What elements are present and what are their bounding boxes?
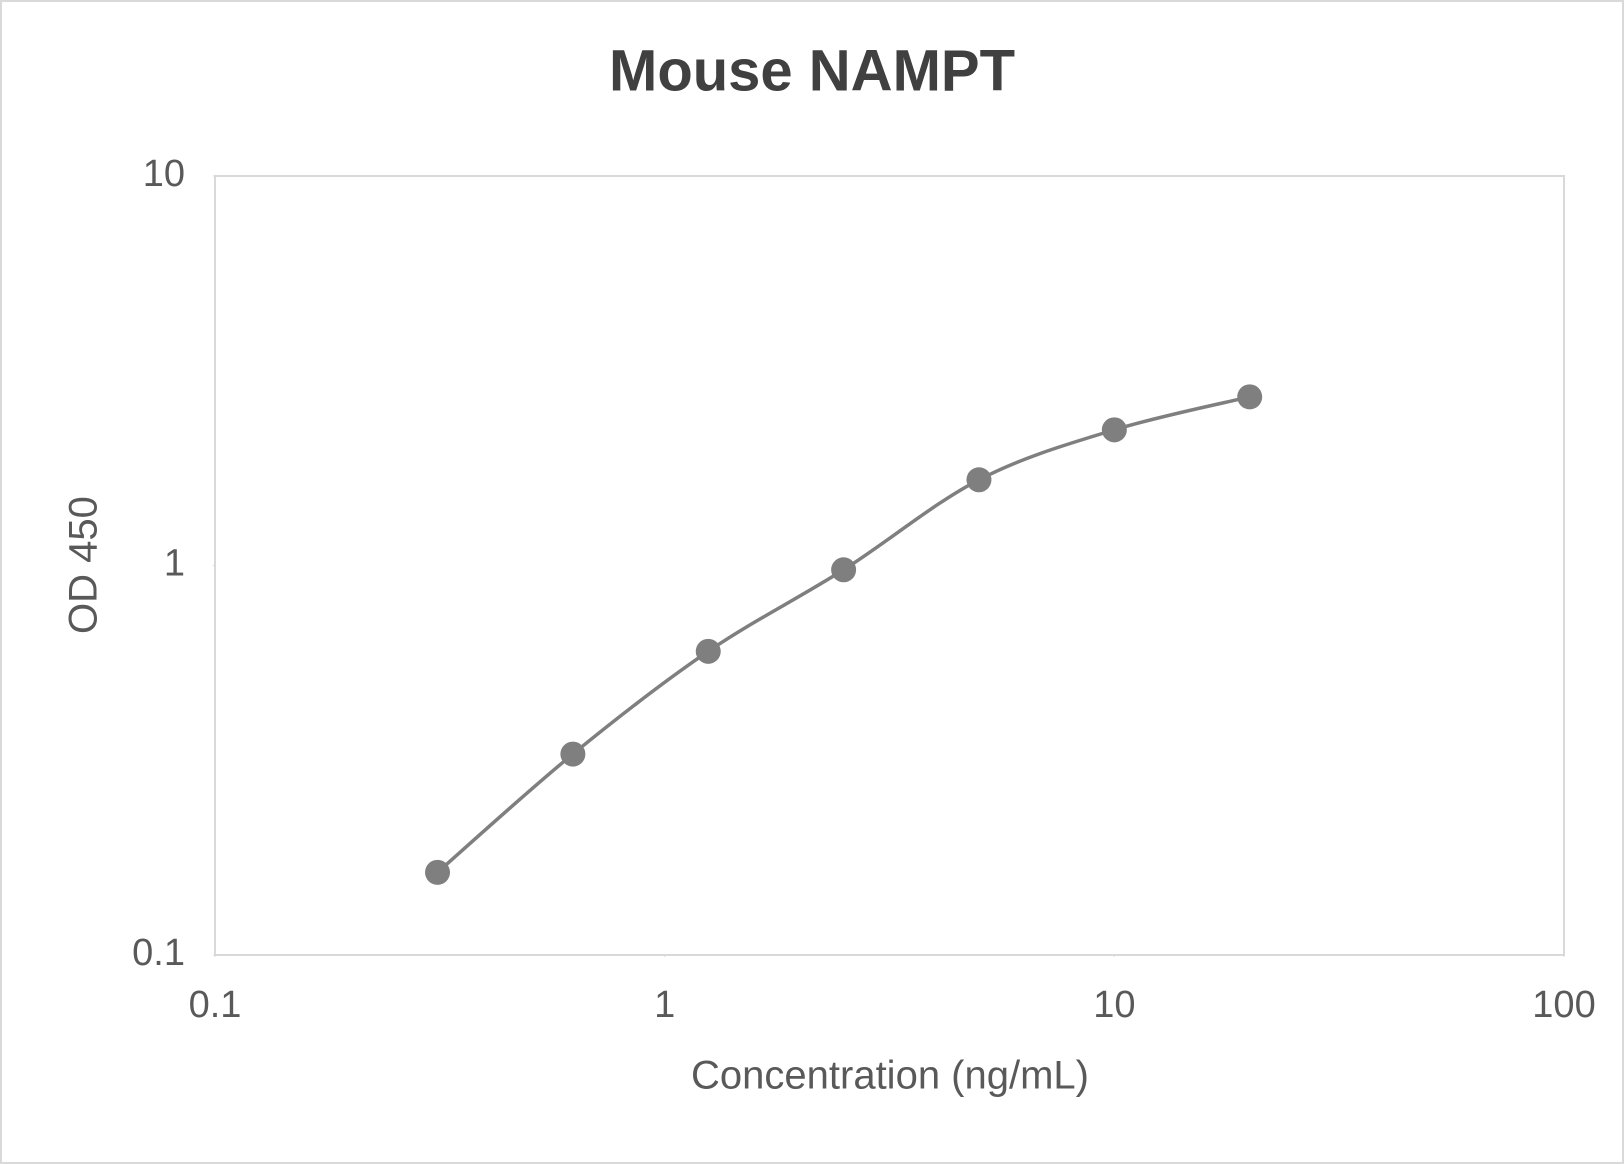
chart-title: Mouse NAMPT [609, 38, 1015, 103]
y-tick-label: 0.1 [132, 932, 185, 974]
x-axis-label: Concentration (ng/mL) [691, 1054, 1089, 1098]
x-tick-label: 1 [654, 984, 675, 1026]
data-point [560, 741, 586, 767]
data-point [1237, 384, 1263, 410]
x-tick-label: 0.1 [189, 984, 242, 1026]
data-point [831, 557, 857, 583]
y-axis-label: OD 450 [62, 496, 106, 634]
y-tick-label: 1 [164, 543, 185, 585]
x-tick-label: 100 [1532, 984, 1595, 1026]
data-point [1101, 417, 1127, 443]
x-tick-label: 10 [1093, 984, 1135, 1026]
data-point [695, 638, 721, 664]
data-point [425, 859, 451, 885]
data-point [966, 467, 992, 493]
y-tick-label: 10 [143, 153, 185, 195]
